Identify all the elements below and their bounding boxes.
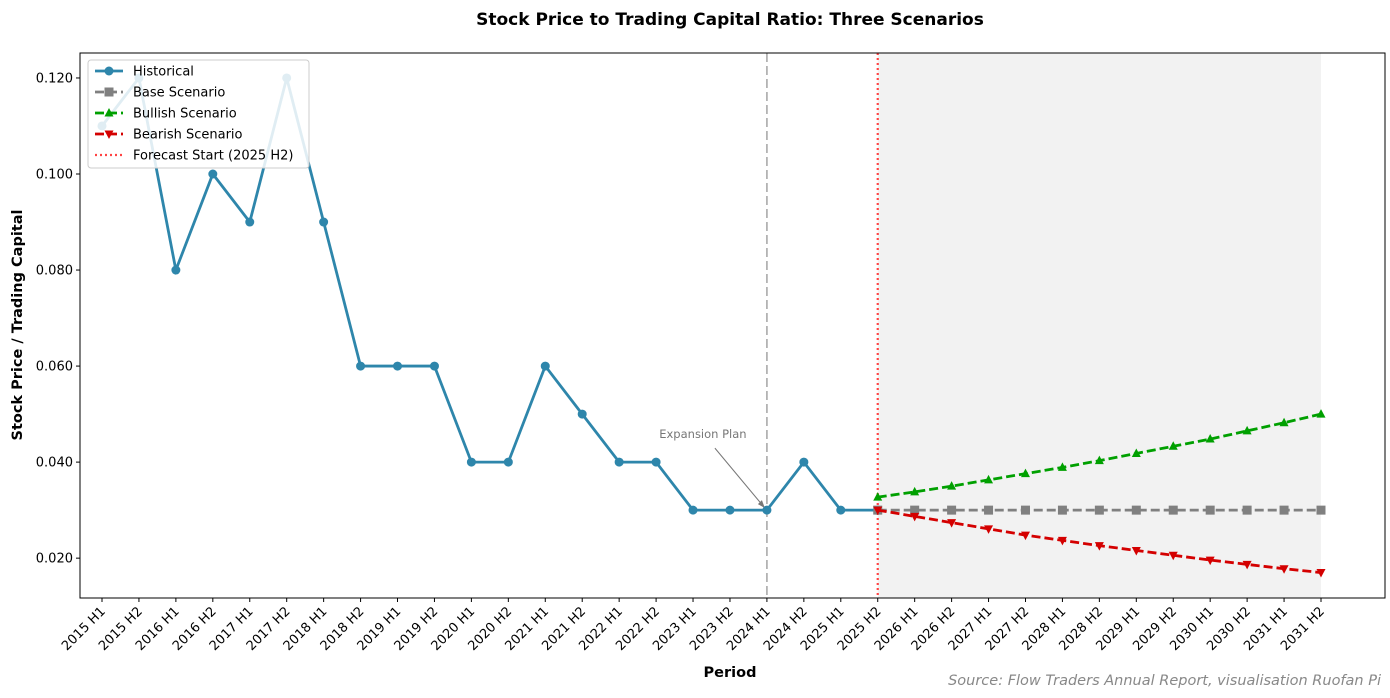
data-point: [171, 265, 181, 275]
series-line: [100, 74, 878, 512]
y-tick-label: 0.060: [36, 360, 73, 375]
data-point: [799, 457, 809, 467]
data-point: [319, 217, 329, 227]
data-point: [393, 361, 403, 371]
data-point: [651, 457, 661, 467]
data-point: [1168, 441, 1178, 450]
data-point: [208, 169, 218, 179]
source-note: Source: Flow Traders Annual Report, visu…: [948, 673, 1381, 689]
data-point: [1205, 434, 1215, 443]
legend-label: Forecast Start (2025 H2): [133, 149, 293, 164]
data-point: [1057, 505, 1067, 515]
data-point: [577, 409, 587, 419]
legend-label: Historical: [133, 65, 194, 80]
data-point: [1316, 569, 1326, 578]
data-point: [725, 505, 735, 515]
data-point: [984, 474, 994, 484]
y-tick-label: 0.040: [36, 456, 73, 471]
data-point: [540, 361, 550, 371]
data-point: [1316, 409, 1326, 418]
x-axis-label: Period: [704, 665, 757, 681]
data-point: [1131, 546, 1141, 556]
data-point: [1316, 505, 1326, 515]
data-point: [1057, 462, 1067, 471]
y-tick-label: 0.080: [36, 264, 73, 279]
data-point: [614, 457, 624, 467]
data-point: [1242, 425, 1252, 435]
data-point: [910, 512, 920, 522]
data-point: [947, 481, 957, 490]
data-point: [1205, 505, 1215, 515]
y-tick-label: 0.120: [36, 71, 73, 86]
annotation-arrow: [714, 447, 766, 509]
legend-label: Bearish Scenario: [133, 128, 243, 143]
data-point: [1168, 551, 1178, 561]
forecast-region: [877, 53, 1321, 598]
data-point: [1057, 536, 1067, 546]
data-point: [429, 361, 439, 371]
data-point: [762, 505, 772, 515]
legend-marker: [104, 87, 114, 97]
legend-marker: [104, 108, 114, 117]
data-point: [1279, 565, 1289, 574]
data-point: [1205, 556, 1215, 566]
data-point: [1020, 505, 1030, 515]
data-point: [1242, 560, 1252, 570]
annotation: Expansion Plan: [659, 427, 746, 441]
y-axis-label: Stock Price / Trading Capital: [10, 210, 26, 441]
y-tick-label: 0.100: [36, 168, 73, 183]
data-point: [245, 217, 255, 227]
data-point: [688, 505, 698, 515]
data-point: [1020, 468, 1030, 478]
data-point: [1279, 417, 1289, 427]
data-point: [836, 505, 846, 515]
legend-label: Base Scenario: [133, 86, 225, 101]
data-point: [356, 361, 366, 371]
plot-frame: [79, 52, 1386, 599]
legend-box: [87, 59, 310, 169]
data-point: [1131, 448, 1141, 457]
data-point: [1020, 531, 1030, 541]
annotation-arrowhead: [757, 500, 765, 509]
legend-label: Bullish Scenario: [133, 107, 237, 122]
chart-title: Stock Price to Trading Capital Ratio: Th…: [476, 10, 984, 30]
data-point: [984, 525, 994, 534]
data-point: [503, 457, 513, 467]
data-point: [1131, 505, 1141, 515]
y-tick-label: 0.020: [36, 552, 73, 567]
data-point: [1242, 505, 1252, 515]
legend-marker: [104, 130, 114, 139]
data-point: [466, 457, 476, 467]
data-point: [1279, 505, 1289, 515]
data-point: [1168, 505, 1178, 515]
data-point: [947, 519, 957, 528]
data-point: [910, 505, 920, 515]
data-point: [984, 505, 994, 515]
legend-marker: [104, 66, 114, 76]
data-point: [873, 492, 883, 501]
data-point: [873, 506, 883, 516]
data-point: [1094, 455, 1104, 465]
data-point: [1094, 542, 1104, 551]
data-point: [1094, 505, 1104, 515]
legend: Historical Base Scenario Bullish Scenario B…: [87, 59, 310, 169]
data-point: [947, 505, 957, 515]
data-point: [910, 486, 920, 496]
